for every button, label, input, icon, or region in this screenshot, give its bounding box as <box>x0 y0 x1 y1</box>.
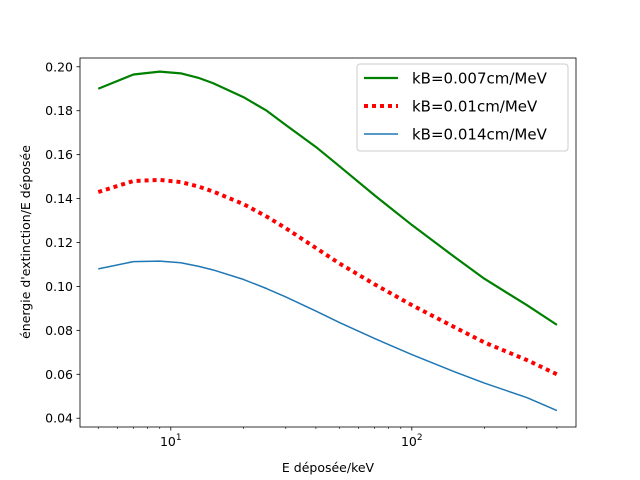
y-tick-label: 0.14 <box>45 191 73 206</box>
legend-label: kB=0.007cm/MeV <box>412 70 548 88</box>
x-axis: 101 102 <box>97 427 558 449</box>
y-tick-label: 0.18 <box>45 103 73 118</box>
y-axis-label: énergie d'extinction/E déposée <box>18 145 33 339</box>
legend-frame <box>356 63 569 152</box>
series-line-3 <box>98 260 558 412</box>
y-axis: 0.04 0.06 0.08 0.10 0.12 0.14 0.16 0.18 0.20 <box>45 59 80 426</box>
y-tick-label: 0.10 <box>45 279 73 294</box>
legend-label: kB=0.014cm/MeV <box>412 126 548 144</box>
y-tick-label: 0.12 <box>45 235 73 250</box>
series-layer <box>97 70 558 412</box>
legend-label: kB=0.01cm/MeV <box>412 98 538 116</box>
y-tick-label: 0.20 <box>45 59 73 74</box>
y-tick-label: 0.08 <box>45 323 73 338</box>
legend: kB=0.007cm/MeV kB=0.01cm/MeV kB=0.014cm/Me… <box>356 63 569 152</box>
y-tick-label: 0.06 <box>45 367 73 382</box>
y-tick-label: 0.16 <box>45 147 73 162</box>
x-axis-label: E déposée/keV <box>282 460 375 475</box>
series-line-1 <box>97 70 558 326</box>
y-tick-label: 0.04 <box>45 411 73 426</box>
x-tick-label: 101 <box>160 433 182 449</box>
series-line-2 <box>97 177 558 377</box>
x-tick-label: 102 <box>401 433 423 449</box>
